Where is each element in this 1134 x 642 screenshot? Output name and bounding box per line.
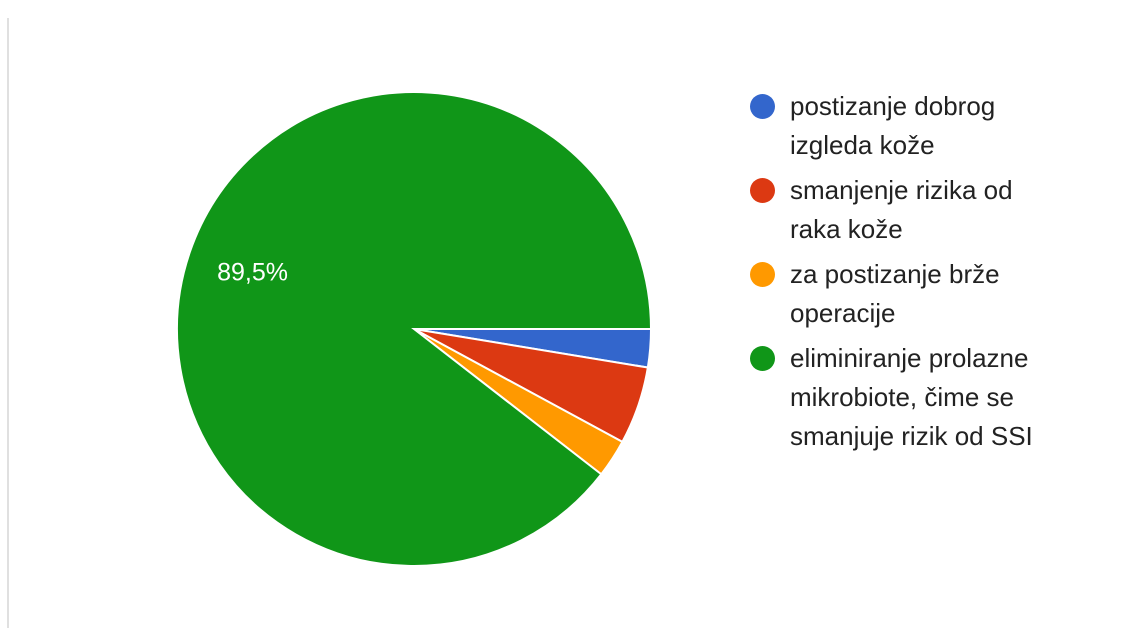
legend-swatch <box>750 346 775 371</box>
legend-swatch <box>750 262 775 287</box>
pie-slice <box>176 91 653 567</box>
legend-swatch <box>750 94 775 119</box>
legend-label: postizanje dobrog izgleda kože <box>790 91 996 160</box>
legend-label: za postizanje brže operacije <box>790 259 1000 328</box>
legend-entry: za postizanje brže operacije <box>748 255 1048 333</box>
slice-label: 89,5% <box>217 258 288 286</box>
legend-entry: smanjenje rizika od raka kože <box>748 171 1048 249</box>
legend-label: eliminiranje prolazne mikrobiote, čime s… <box>790 343 1033 451</box>
frame-border <box>7 18 9 628</box>
legend-entry: eliminiranje prolazne mikrobiote, čime s… <box>748 339 1048 456</box>
legend-entry: postizanje dobrog izgleda kože <box>748 87 1048 165</box>
legend: postizanje dobrog izgleda kože smanjenje … <box>748 87 1048 462</box>
legend-swatch <box>750 178 775 203</box>
legend-label: smanjenje rizika od raka kože <box>790 175 1013 244</box>
